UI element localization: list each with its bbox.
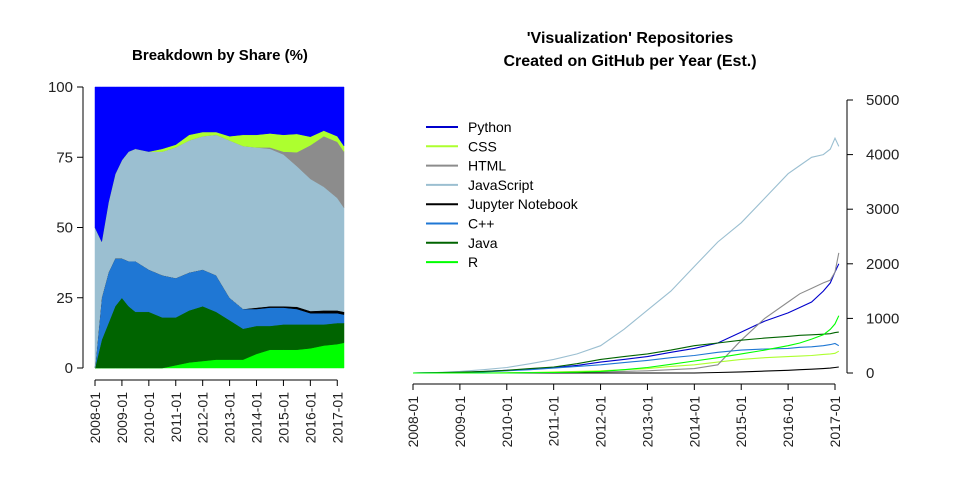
- left-y-tick-label: 0: [65, 360, 73, 377]
- right-y-tick-label: 4000: [866, 147, 899, 164]
- left-chart-title: Breakdown by Share (%): [132, 47, 308, 64]
- right-y-tick-label: 0: [866, 365, 874, 382]
- legend-label-css: CSS: [468, 138, 497, 154]
- left-x-tick-label: 2009-01: [114, 392, 130, 444]
- right-x-tick-label: 2009-01: [452, 396, 468, 448]
- right-x-tick-label: 2015-01: [733, 396, 749, 448]
- left-x-tick-label: 2008-01: [87, 392, 103, 444]
- right-y-tick-label: 1000: [866, 310, 899, 327]
- line-r: [413, 315, 840, 374]
- left-y-tick-label: 75: [56, 149, 73, 166]
- right-y-tick-label: 3000: [866, 201, 899, 218]
- right-y-tick-label: 2000: [866, 256, 899, 273]
- left-x-tick-label: 2012-01: [195, 392, 211, 444]
- legend-label-jupyter-notebook: Jupyter Notebook: [468, 196, 579, 212]
- legend-label-r: R: [468, 254, 478, 270]
- left-y-tick-label: 100: [48, 79, 73, 96]
- right-x-tick-label: 2011-01: [546, 396, 562, 447]
- left-x-tick-label: 2013-01: [222, 392, 238, 444]
- area-python: [94, 86, 345, 243]
- legend-label-c: C++: [468, 216, 494, 232]
- share-area-chart: Breakdown by Share (%) 0 25 50 75 100 2008-01…: [48, 47, 345, 443]
- right-x-tick-label: 2017-01: [827, 396, 843, 448]
- legend-label-javascript: JavaScript: [468, 177, 533, 193]
- right-x-tick-label: 2014-01: [686, 396, 702, 448]
- right-x-tick-label: 2010-01: [499, 396, 515, 448]
- left-x-tick-label: 2011-01: [168, 392, 184, 443]
- right-x-tick-label: 2008-01: [405, 396, 421, 448]
- left-x-tick-label: 2010-01: [141, 392, 157, 444]
- line-javascript: [412, 136, 840, 374]
- line-java: [412, 331, 839, 374]
- legend-label-java: Java: [468, 235, 498, 251]
- legend-label-html: HTML: [468, 158, 506, 174]
- left-y-tick-label: 25: [56, 290, 73, 307]
- legend-label-python: Python: [468, 119, 512, 135]
- right-chart-title: 'Visualization' Repositories: [527, 30, 734, 47]
- left-x-tick-label: 2017-01: [329, 392, 345, 444]
- left-x-tick-label: 2015-01: [275, 392, 291, 444]
- repositories-line-chart: 'Visualization' Repositories Created on …: [405, 30, 899, 447]
- line-html: [413, 252, 840, 374]
- right-x-tick-label: 2012-01: [593, 396, 609, 448]
- left-x-tick-label: 2014-01: [249, 392, 265, 444]
- right-x-tick-label: 2016-01: [780, 396, 796, 448]
- left-y-tick-label: 50: [56, 220, 73, 237]
- left-x-tick-label: 2016-01: [302, 392, 318, 444]
- legend: Python CSS HTML JavaScript Jupyter Notebook C…: [426, 119, 579, 270]
- right-chart-subtitle: Created on GitHub per Year (Est.): [503, 53, 756, 70]
- right-y-tick-label: 5000: [866, 92, 899, 109]
- right-x-tick-label: 2013-01: [639, 396, 655, 448]
